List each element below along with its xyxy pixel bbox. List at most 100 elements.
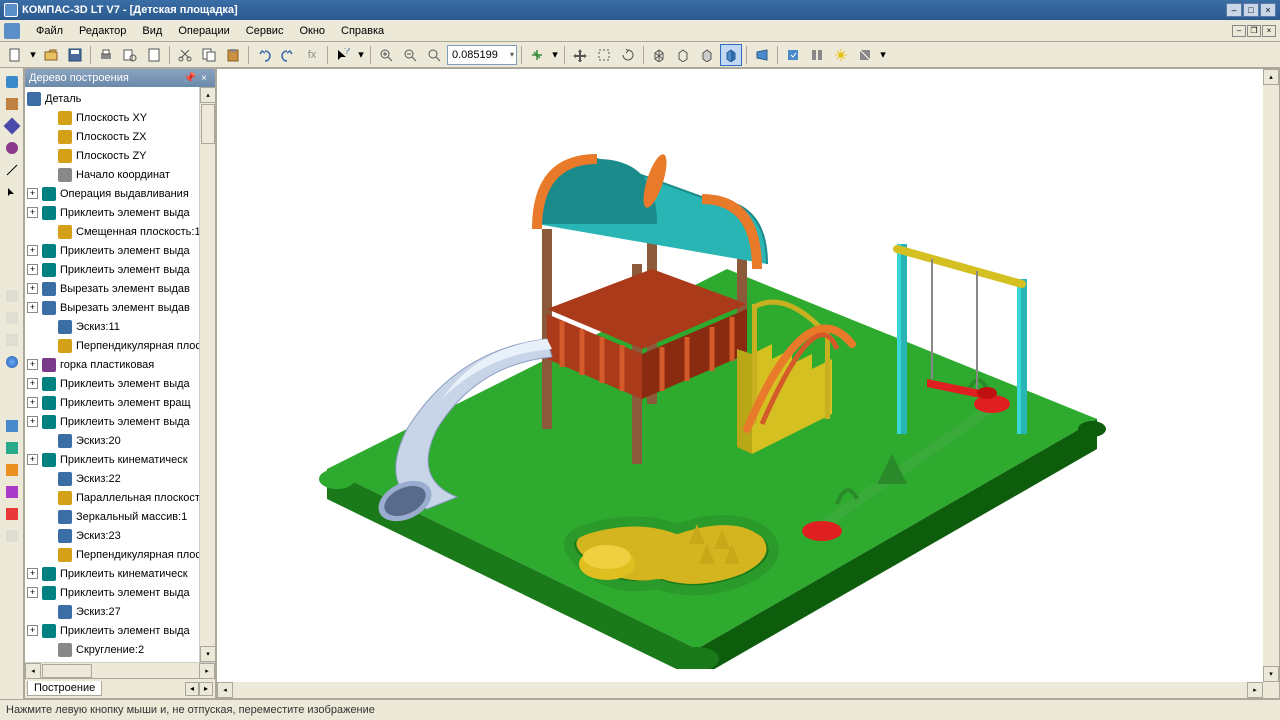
tree-expand-icon[interactable]: + (27, 568, 38, 579)
tree-item[interactable]: Плоскость XY (27, 108, 213, 127)
tree-expand-icon[interactable]: + (27, 302, 38, 313)
mdi-minimize[interactable]: – (1232, 25, 1246, 37)
tree-item[interactable]: +Приклеить элемент выда (27, 412, 213, 431)
palette-op3[interactable] (2, 460, 22, 480)
zoom-combo[interactable]: 0.085199 (447, 45, 517, 65)
close-button[interactable]: × (1260, 3, 1276, 17)
perspective-button[interactable] (751, 44, 773, 66)
cut-button[interactable] (174, 44, 196, 66)
tree-item[interactable]: Эскиз:20 (27, 431, 213, 450)
tree-item[interactable]: Эскиз:11 (27, 317, 213, 336)
copy-button[interactable] (198, 44, 220, 66)
wireframe-button[interactable] (648, 44, 670, 66)
palette-sphere[interactable] (2, 352, 22, 372)
zoom-in-button[interactable] (375, 44, 397, 66)
vp-scroll-down[interactable]: ▾ (1263, 666, 1279, 682)
new-button[interactable] (4, 44, 26, 66)
tree-item[interactable]: +Вырезать элемент выдав (27, 279, 213, 298)
help-pointer-button[interactable]: ? (332, 44, 354, 66)
orientation-dropdown[interactable]: ▾ (550, 44, 560, 66)
new-dropdown[interactable]: ▾ (28, 44, 38, 66)
tree-item[interactable]: Эскиз:23 (27, 526, 213, 545)
tree-tab-next[interactable]: ▸ (199, 682, 213, 696)
tree-hscroll-left[interactable]: ◂ (25, 663, 41, 679)
palette-dimension[interactable] (2, 94, 22, 114)
tree-scroll-up[interactable]: ▴ (200, 87, 215, 103)
zoom-out-button[interactable] (399, 44, 421, 66)
tree-item[interactable]: Параллельная плоскость (27, 488, 213, 507)
viewport-hscroll[interactable]: ◂ ▸ (217, 682, 1263, 698)
preview-button[interactable] (119, 44, 141, 66)
mdi-close[interactable]: × (1262, 25, 1276, 37)
tree-item[interactable]: Начало координат (27, 165, 213, 184)
menu-file[interactable]: Файл (28, 23, 71, 39)
maximize-button[interactable]: □ (1243, 3, 1259, 17)
tree-item[interactable]: +Операция выдавливания (27, 184, 213, 203)
vp-scroll-up[interactable]: ▴ (1263, 69, 1279, 85)
tree-expand-icon[interactable]: + (27, 245, 38, 256)
menu-service[interactable]: Сервис (238, 23, 292, 39)
palette-edit[interactable] (2, 116, 22, 136)
rotate-button[interactable] (617, 44, 639, 66)
tree-item[interactable]: Плоскость ZX (27, 127, 213, 146)
simplify-button[interactable] (806, 44, 828, 66)
section-button[interactable] (854, 44, 876, 66)
undo-button[interactable] (253, 44, 275, 66)
tree-item[interactable]: Зеркальный массив:1 (27, 507, 213, 526)
viewport[interactable]: ▴ ▾ ◂ ▸ (216, 68, 1280, 699)
palette-geometry[interactable] (2, 72, 22, 92)
zoom-fit-button[interactable] (423, 44, 445, 66)
noshade-button[interactable] (696, 44, 718, 66)
tree-pin-button[interactable]: 📌 (183, 71, 197, 85)
tree-hscroll-right[interactable]: ▸ (199, 663, 215, 679)
tree-expand-icon[interactable]: + (27, 625, 38, 636)
tree-expand-icon[interactable]: + (27, 359, 38, 370)
minimize-button[interactable]: – (1226, 3, 1242, 17)
tree-item[interactable]: +Приклеить элемент вращ (27, 393, 213, 412)
tree-item[interactable]: +Приклеить элемент выда (27, 583, 213, 602)
palette-op4[interactable] (2, 482, 22, 502)
palette-op5[interactable] (2, 504, 22, 524)
section-dropdown[interactable]: ▾ (878, 44, 888, 66)
redo-button[interactable] (277, 44, 299, 66)
tree-item[interactable]: +Приклеить элемент выда (27, 241, 213, 260)
paste-button[interactable] (222, 44, 244, 66)
palette-select[interactable] (2, 182, 22, 202)
tree-item[interactable]: Плоскость ZY (27, 146, 213, 165)
tree-item[interactable]: Перпендикулярная плос (27, 336, 213, 355)
tree-expand-icon[interactable]: + (27, 188, 38, 199)
open-button[interactable] (40, 44, 62, 66)
menu-view[interactable]: Вид (134, 23, 170, 39)
tree-item[interactable]: Эскиз:27 (27, 602, 213, 621)
tree-expand-icon[interactable]: + (27, 378, 38, 389)
tree-expand-icon[interactable]: + (27, 416, 38, 427)
tree-item[interactable]: +Приклеить элемент выда (27, 374, 213, 393)
tree-tab-prev[interactable]: ◂ (185, 682, 199, 696)
palette-param[interactable] (2, 138, 22, 158)
orientation-button[interactable] (526, 44, 548, 66)
rebuild-button[interactable] (782, 44, 804, 66)
mdi-restore[interactable]: ❐ (1247, 25, 1261, 37)
shaded-button[interactable] (720, 44, 742, 66)
tree-item[interactable]: Смещенная плоскость:1 (27, 222, 213, 241)
lighting-button[interactable] (830, 44, 852, 66)
palette-measure[interactable] (2, 160, 22, 180)
tree-item[interactable]: +Приклеить кинематическ (27, 450, 213, 469)
menu-edit[interactable]: Редактор (71, 23, 134, 39)
hidden-button[interactable] (672, 44, 694, 66)
tree-close-button[interactable]: × (197, 71, 211, 85)
tree-hscroll[interactable]: ◂ ▸ (25, 662, 215, 678)
palette-op2[interactable] (2, 438, 22, 458)
tree-expand-icon[interactable]: + (27, 207, 38, 218)
tree-expand-icon[interactable]: + (27, 283, 38, 294)
print-button[interactable] (95, 44, 117, 66)
vp-scroll-right[interactable]: ▸ (1247, 682, 1263, 698)
tree-item[interactable]: +Приклеить элемент выда (27, 203, 213, 222)
tree-item[interactable]: Перпендикулярная плос (27, 545, 213, 564)
help-dropdown[interactable]: ▾ (356, 44, 366, 66)
menu-operations[interactable]: Операции (170, 23, 237, 39)
tree-item[interactable]: Скругление:2 (27, 640, 213, 659)
tree-item[interactable]: Эскиз:22 (27, 469, 213, 488)
tree-item[interactable]: +горка пластиковая (27, 355, 213, 374)
tree-item[interactable]: +Приклеить элемент выда (27, 260, 213, 279)
